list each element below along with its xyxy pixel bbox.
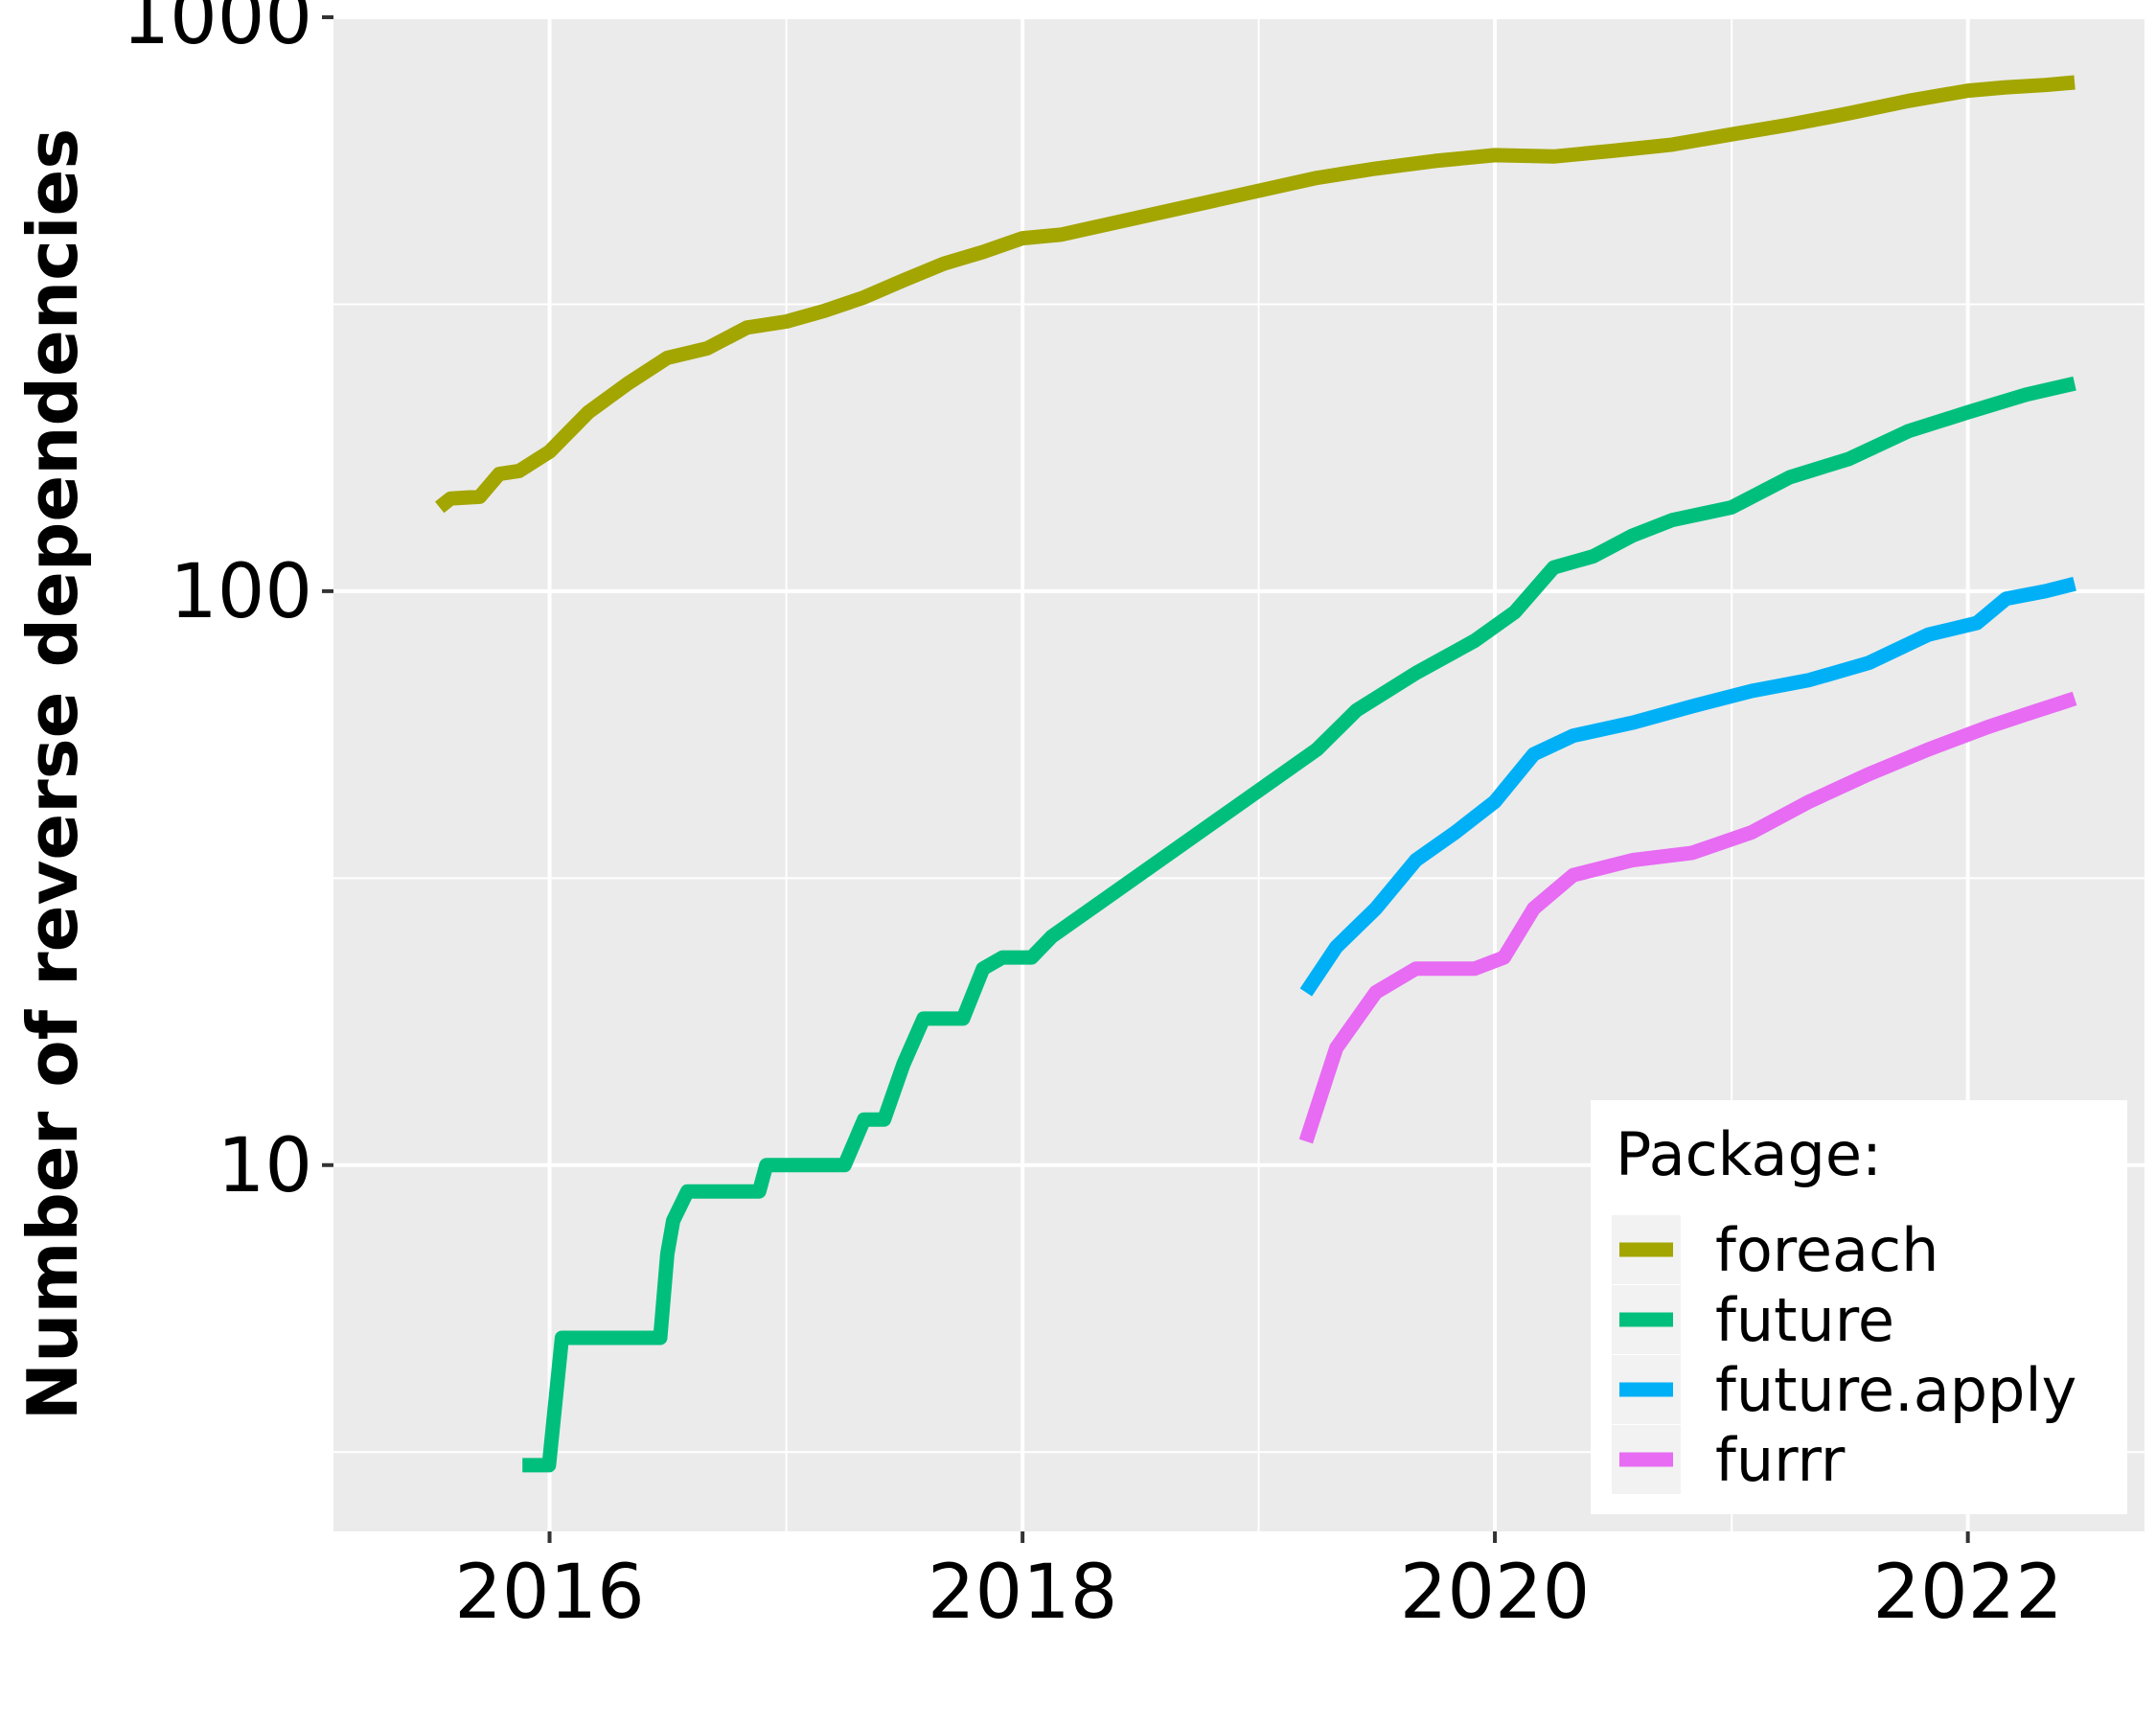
series-lines	[435, 75, 2077, 1473]
x-tick-label: 2020	[1400, 1550, 1591, 1636]
y-axis-title: Number of reverse dependencies	[12, 128, 93, 1420]
x-tick-label: 2018	[928, 1550, 1118, 1636]
x-tick-label: 2016	[454, 1550, 645, 1636]
series-line-furrr	[1298, 691, 2077, 1144]
y-axis-labels: 10 100 1000	[122, 0, 312, 1209]
axis-ticks	[322, 15, 1970, 1543]
y-tick-label: 1000	[122, 0, 312, 61]
x-axis-labels: 2016 2018 2020 2022	[454, 1550, 2063, 1636]
legend-title: Package:	[1616, 1119, 1882, 1189]
series-line-future	[522, 376, 2076, 1473]
y-tick-label: 100	[170, 549, 312, 635]
series-line-future-apply	[1299, 576, 2076, 997]
series-line-foreach	[435, 75, 2076, 514]
x-tick-label: 2022	[1872, 1550, 2063, 1636]
legend-label: future.apply	[1715, 1355, 2076, 1425]
legend-label: future	[1715, 1285, 1894, 1355]
legend-label: foreach	[1715, 1215, 1938, 1285]
y-tick-label: 10	[218, 1123, 312, 1209]
legend-label: furrr	[1715, 1425, 1846, 1495]
